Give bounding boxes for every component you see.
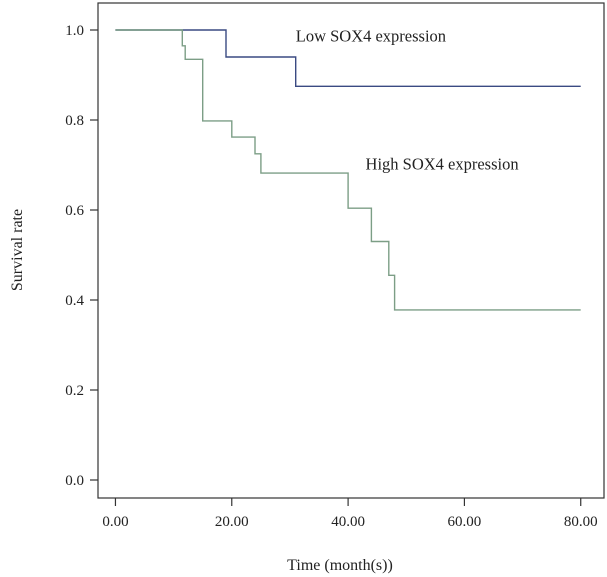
x-tick-label: 80.00 (564, 514, 598, 530)
y-tick-label: 0.6 (65, 203, 84, 219)
y-tick-label: 0.4 (65, 293, 84, 309)
x-tick-label: 20.00 (215, 514, 249, 530)
x-tick-label: 60.00 (448, 514, 482, 530)
axis-ticks: 0.00 20.00 40.00 60.00 80.00 0.0 0.2 0.4 0.6 0.8 1… (65, 23, 597, 530)
x-axis-label: Time (month(s)) (287, 557, 393, 574)
x-tick-label: 0.00 (102, 514, 128, 530)
series-label-low-sox4: Low SOX4 expression (296, 26, 446, 45)
plot-frame (97, 2, 605, 499)
y-axis-label: Survival rate (9, 209, 26, 291)
survival-curves (115, 29, 581, 311)
y-tick-label: 0.2 (65, 383, 84, 399)
series-label-high-sox4: High SOX4 expression (366, 155, 519, 174)
x-tick-label: 40.00 (331, 514, 365, 530)
series-line-low-sox4 (115, 29, 581, 88)
y-tick-label: 0.8 (65, 113, 84, 129)
series-labels: Low SOX4 expression High SOX4 expression (296, 26, 519, 173)
y-tick-label: 1.0 (65, 23, 84, 39)
y-tick-label: 0.0 (65, 473, 84, 489)
series-line-high-sox4 (115, 29, 581, 311)
